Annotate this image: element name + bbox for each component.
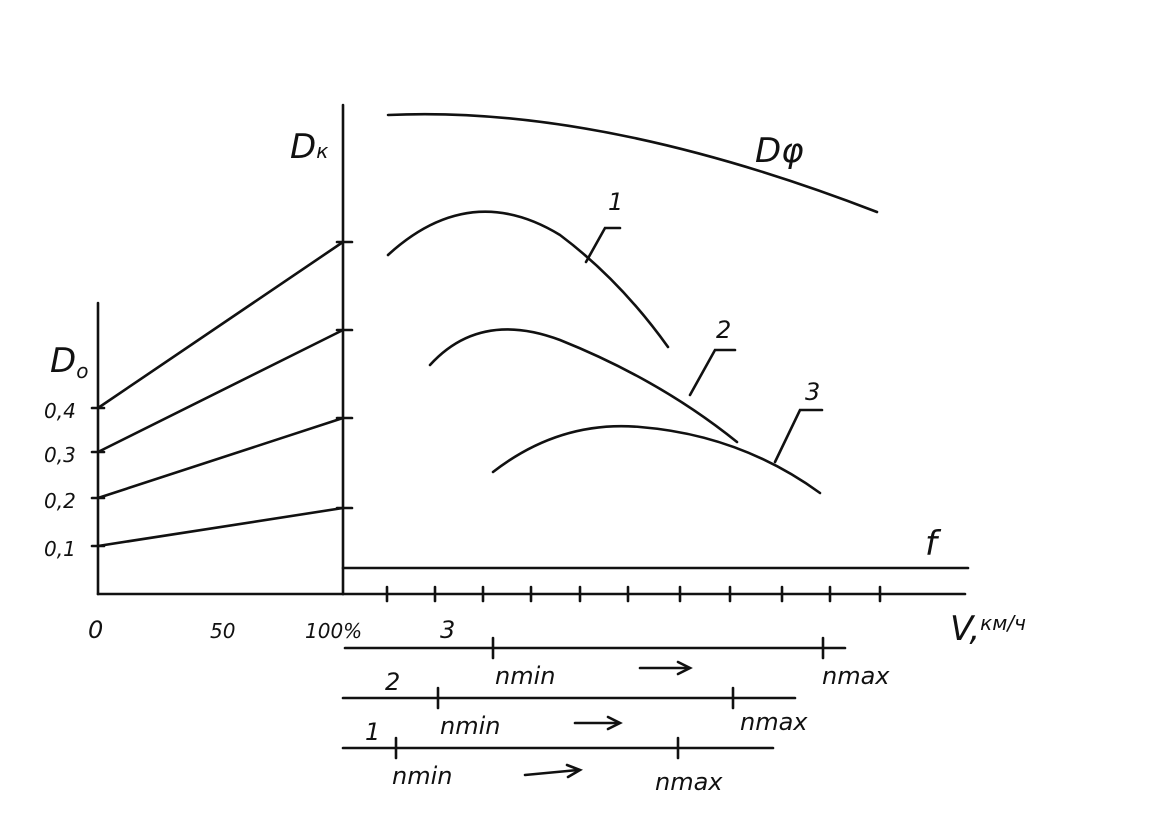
leader-1 bbox=[584, 226, 622, 264]
curve-1 bbox=[386, 210, 670, 349]
gear-label: 2 bbox=[385, 668, 400, 696]
range-max: nmax bbox=[655, 768, 723, 796]
range-max: nmax bbox=[740, 708, 808, 736]
curve-3 bbox=[491, 424, 822, 495]
range-3: 3 nmin nmax bbox=[343, 616, 890, 690]
unit: км/ч bbox=[980, 611, 1026, 635]
subscript: к bbox=[316, 139, 328, 163]
curve-2 bbox=[428, 328, 739, 444]
tick-label: 0 bbox=[88, 616, 103, 644]
range-max: nmax bbox=[822, 662, 890, 690]
curve-label: Dφ bbox=[755, 131, 804, 171]
leader-2 bbox=[688, 348, 737, 397]
gear-label: 3 bbox=[440, 616, 455, 644]
axis-ticks bbox=[90, 240, 882, 603]
right-label: Dк bbox=[290, 127, 328, 167]
curve-d-phi bbox=[386, 112, 879, 214]
symbol: D bbox=[50, 341, 76, 381]
symbol: V, bbox=[950, 609, 980, 649]
range-min: nmin bbox=[495, 662, 555, 690]
left-label: Do bbox=[50, 341, 88, 383]
curve-label: 3 bbox=[805, 378, 820, 406]
range-min: nmin bbox=[440, 712, 500, 740]
gear-label: 1 bbox=[365, 718, 380, 746]
range-2: 2 nmin nmax bbox=[341, 668, 808, 740]
leader-3 bbox=[773, 408, 824, 464]
tick-label: 50 bbox=[210, 619, 235, 643]
speed-label: V,км/ч bbox=[950, 609, 1026, 649]
load-lines bbox=[96, 240, 345, 548]
curve-label: 2 bbox=[716, 316, 731, 344]
symbol: D bbox=[290, 127, 316, 167]
tick-label: 0,2 bbox=[44, 489, 76, 513]
subscript: o bbox=[76, 359, 88, 383]
tick-label: 0,4 bbox=[44, 399, 76, 423]
range-min: nmin bbox=[392, 762, 452, 790]
curve-label: f bbox=[925, 524, 942, 564]
tick-label: 0,3 bbox=[44, 443, 76, 467]
curve-label: 1 bbox=[608, 188, 623, 216]
tick-label: 100% bbox=[305, 619, 362, 643]
tick-label: 0,1 bbox=[44, 537, 76, 561]
range-1: 1 nmin nmax bbox=[341, 718, 775, 796]
